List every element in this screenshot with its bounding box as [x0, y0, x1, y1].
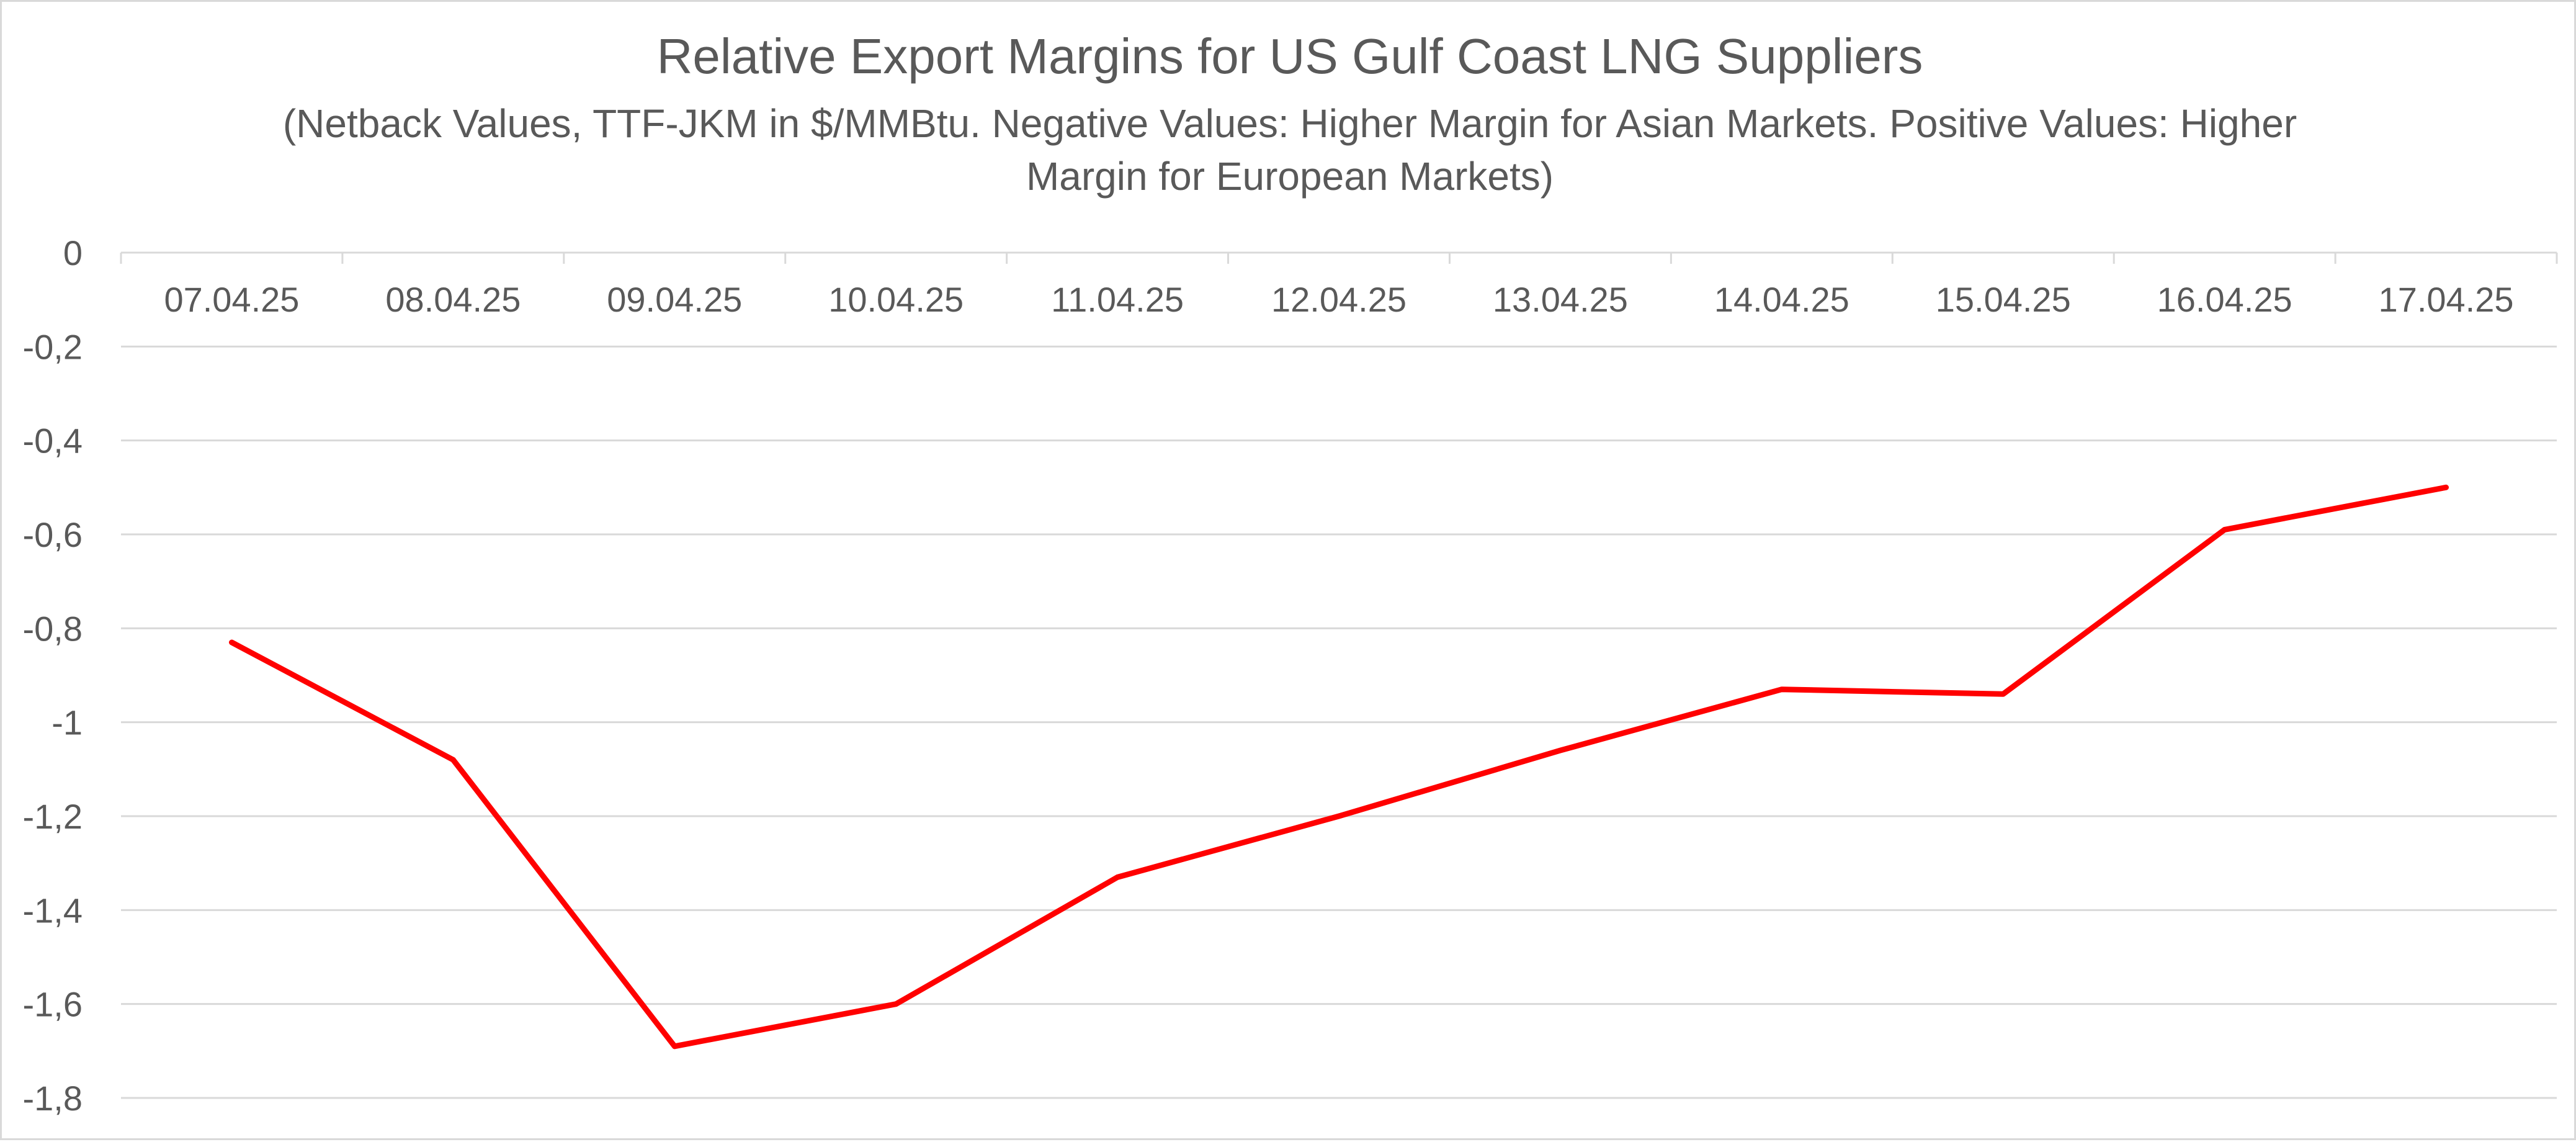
x-tick-label: 09.04.25: [607, 280, 742, 319]
data-point: [1117, 876, 1118, 878]
y-tick-label: -1,2: [23, 797, 83, 836]
x-tick-label: 15.04.25: [1936, 280, 2071, 319]
y-tick-label: 0: [63, 233, 83, 272]
chart-title: Relative Export Margins for US Gulf Coas…: [657, 29, 1923, 84]
y-tick-label: -0,4: [23, 421, 83, 461]
x-tick-label: 14.04.25: [1714, 280, 1849, 319]
x-tick-label: 13.04.25: [1493, 280, 1628, 319]
gridlines: [121, 345, 2557, 1099]
series-line: [229, 484, 2449, 1050]
y-axis-labels: 0 -0,2 -0,4 -0,6 -0,8 -1 -1,2 -1,4 -1,6 -1,8: [23, 233, 83, 1118]
x-tick-label: 16.04.25: [2157, 280, 2292, 319]
y-tick-label: -0,6: [23, 515, 83, 554]
y-tick-label: -0,8: [23, 609, 83, 648]
x-tick-label: 07.04.25: [164, 280, 299, 319]
data-point: [231, 642, 232, 643]
x-tick-label: 17.04.25: [2379, 280, 2514, 319]
y-tick-label: -1: [51, 703, 83, 742]
data-point: [1781, 689, 1782, 690]
x-tick-label: 10.04.25: [828, 280, 964, 319]
series-group: [229, 484, 2449, 1050]
chart-subtitle-line-2: Margin for European Markets): [1026, 154, 1554, 199]
y-tick-label: -1,8: [23, 1079, 83, 1118]
y-tick-label: -0,2: [23, 327, 83, 366]
x-axis: 07.04.25 08.04.25 09.04.25 10.04.25 11.04.25…: [120, 251, 2558, 319]
data-point: [2224, 529, 2225, 530]
x-tick-label: 12.04.25: [1271, 280, 1407, 319]
x-tick-label: 08.04.25: [385, 280, 521, 319]
y-tick-label: -1,6: [23, 985, 83, 1024]
chart-subtitle-line-1: (Netback Values, TTF-JKM in $/MMBtu. Neg…: [283, 101, 2297, 146]
y-tick-label: -1,4: [23, 891, 83, 930]
x-tick-label: 11.04.25: [1051, 280, 1184, 319]
